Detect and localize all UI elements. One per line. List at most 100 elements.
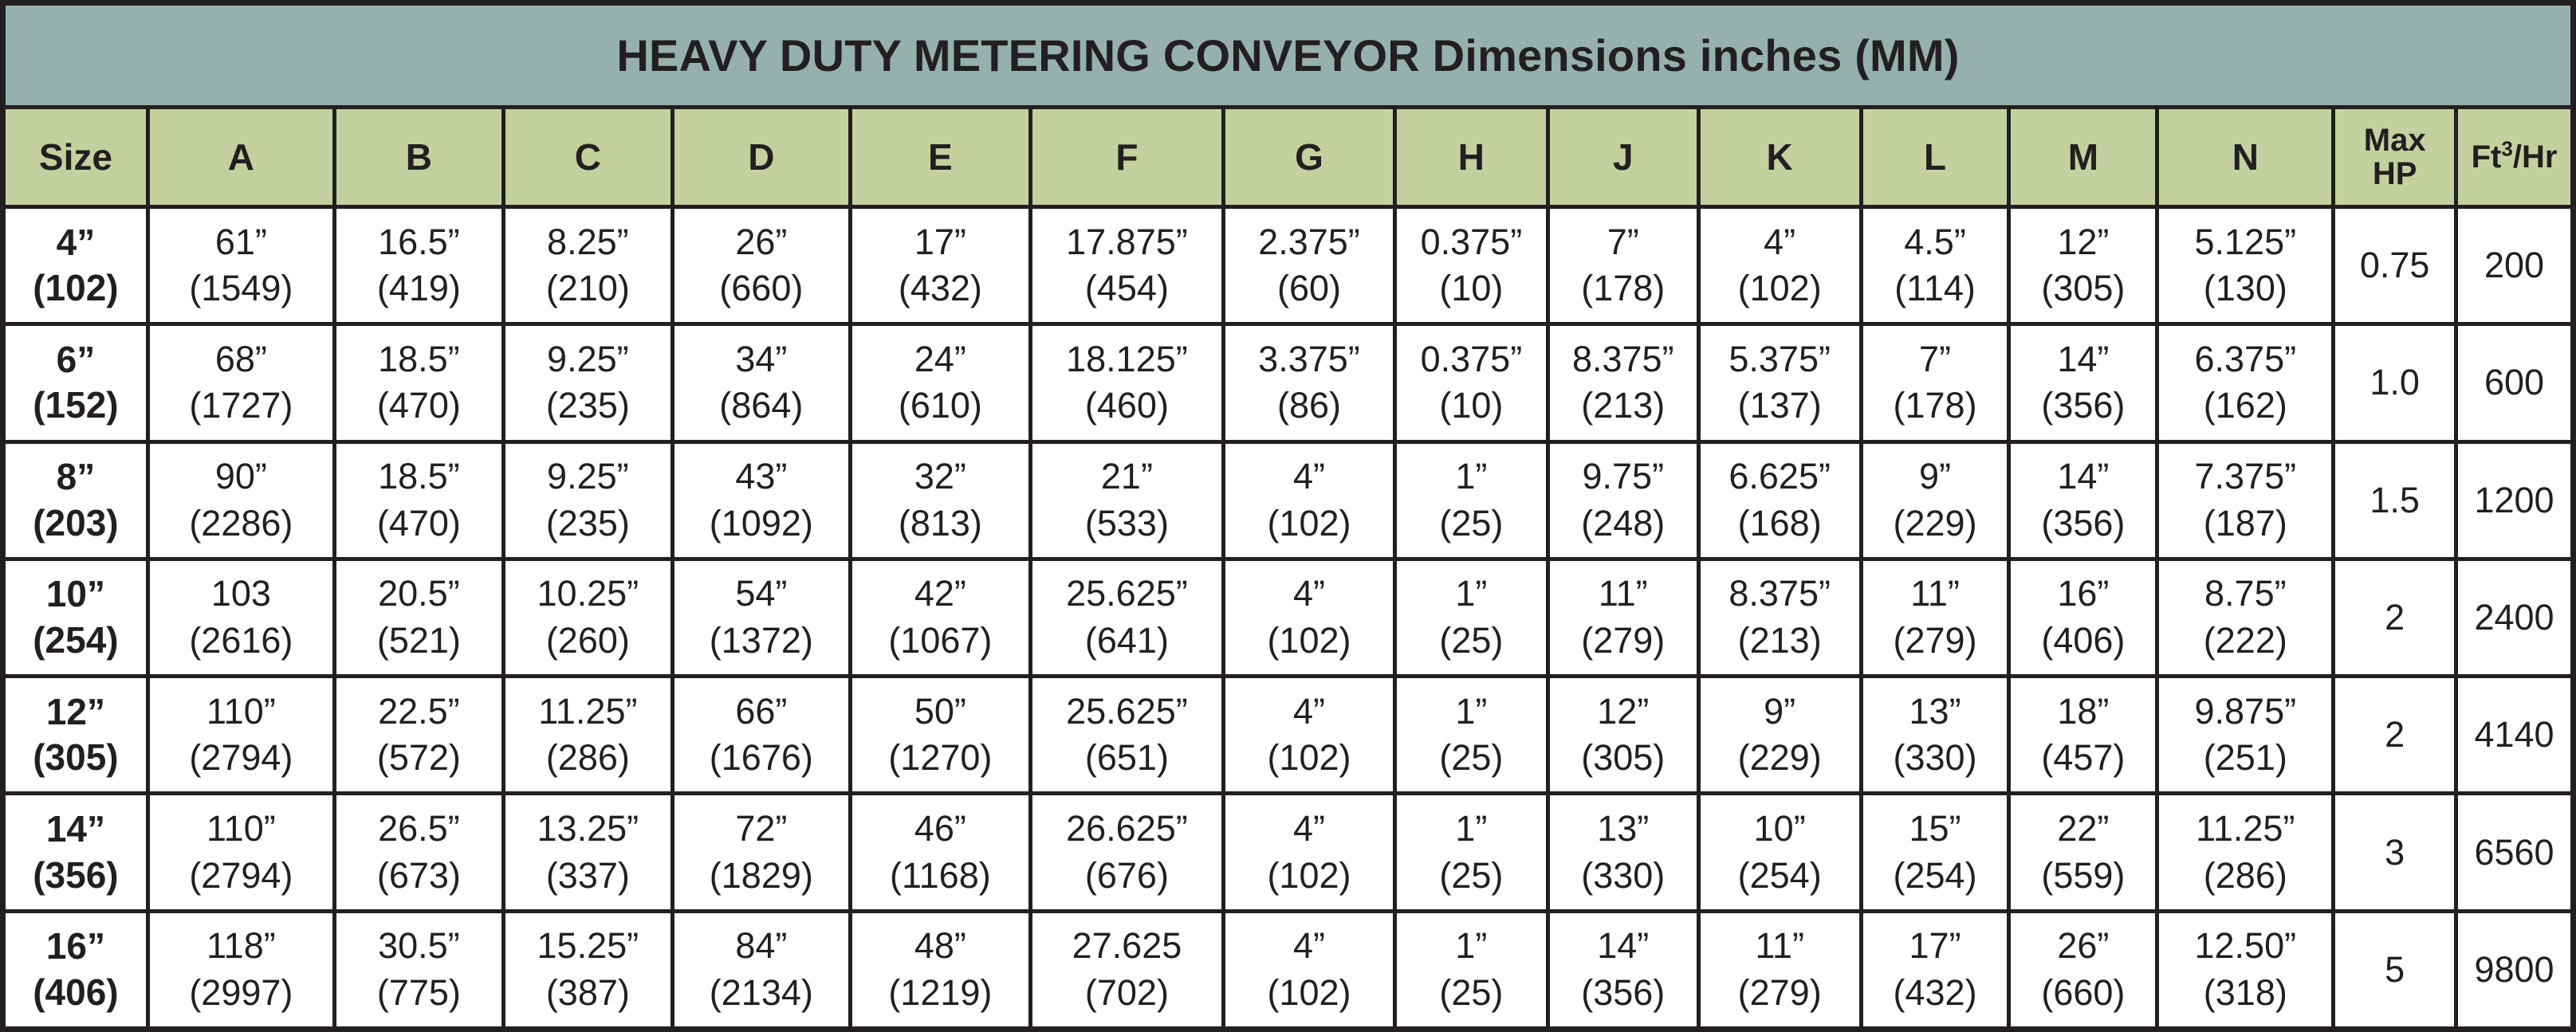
- size-mm: (254): [33, 618, 119, 661]
- dim-mm: (25): [1439, 502, 1504, 543]
- dim-cell-f: 18.125” (460): [1028, 322, 1225, 444]
- dim-mm: (137): [1737, 385, 1822, 426]
- dim-mm: (2794): [189, 737, 293, 779]
- dim-mm: (279): [1737, 971, 1822, 1013]
- dim-mm: (660): [2041, 971, 2126, 1013]
- dim-mm: (254): [1893, 854, 1977, 896]
- dim-inches: 12.50”: [2194, 925, 2297, 967]
- dim-mm: (432): [898, 268, 982, 309]
- dim-mm: (470): [376, 385, 461, 426]
- dim-mm: (1727): [189, 385, 293, 426]
- dim-inches: 18”: [2057, 690, 2110, 732]
- dim-cell-e: 17” (432): [848, 204, 1032, 327]
- dim-cell-j: 7” (178): [1545, 204, 1701, 327]
- dim-inches: 30.5”: [378, 925, 460, 967]
- dim-cell-c: 15.25” (387): [501, 908, 674, 1031]
- dim-mm: (286): [545, 737, 630, 779]
- dim-cell-d: 66” (1676): [670, 674, 852, 796]
- dim-cell-c: 8.25” (210): [501, 204, 674, 327]
- dim-cell-a: 103 (2616): [145, 556, 336, 679]
- dim-inches: 12”: [2057, 221, 2110, 262]
- dim-inches: 17”: [1909, 925, 1961, 967]
- dim-cell-g: 4” (102): [1221, 908, 1397, 1031]
- dim-mm: (60): [1276, 268, 1341, 309]
- header-flow-sup: 3: [2501, 136, 2513, 161]
- header-dim-f: F: [1028, 105, 1225, 209]
- dim-mm: (1372): [709, 619, 813, 661]
- dim-mm: (102): [1267, 619, 1351, 661]
- dim-inches: 4”: [1292, 573, 1325, 614]
- table-row: 6” (152) 68” (1727) 18.5” (470) 9.25” (235) 34” (…: [2, 322, 2574, 444]
- header-dim-m: M: [2007, 105, 2160, 209]
- dim-inches: 26”: [735, 221, 788, 262]
- dim-cell-k: 4” (102): [1696, 204, 1863, 327]
- dim-inches: 11.25”: [2196, 808, 2295, 850]
- dim-mm: (641): [1084, 619, 1169, 661]
- size-inches: 8”: [56, 456, 96, 498]
- size-mm: (203): [33, 501, 119, 543]
- dim-cell-l: 9” (229): [1858, 439, 2012, 561]
- dim-cell-n: 12.50” (318): [2155, 908, 2336, 1031]
- dim-inches: 11.25”: [538, 690, 638, 732]
- dim-cell-f: 25.625” (651): [1028, 674, 1225, 796]
- dim-mm: (25): [1439, 971, 1504, 1013]
- dim-inches: 8.25”: [547, 221, 629, 262]
- dim-inches: 16”: [2057, 573, 2110, 614]
- dim-mm: (651): [1084, 737, 1169, 779]
- dim-inches: 5.125”: [2194, 221, 2297, 262]
- dim-mm: (102): [1737, 268, 1822, 309]
- dim-cell-a: 61” (1549): [145, 204, 336, 327]
- max-hp-cell: 0.75: [2331, 204, 2459, 327]
- dim-mm: (2616): [189, 619, 293, 661]
- dim-inches: 22.5”: [378, 690, 460, 732]
- dim-mm: (114): [1894, 268, 1976, 309]
- dim-inches: 72”: [735, 808, 788, 850]
- dim-mm: (2134): [709, 971, 813, 1013]
- table-row: 16” (406) 118” (2997) 30.5” (775) 15.25” (387) 8…: [2, 908, 2574, 1031]
- dim-inches: 18.5”: [378, 338, 460, 379]
- dim-mm: (162): [2203, 385, 2287, 426]
- header-flow-suffix: /Hr: [2512, 139, 2558, 175]
- dim-cell-f: 27.625 (702): [1028, 908, 1225, 1031]
- dim-cell-b: 26.5” (673): [332, 791, 505, 913]
- dim-inches: 90”: [214, 456, 267, 497]
- dim-inches: 13.25”: [537, 808, 639, 850]
- dim-cell-g: 4” (102): [1221, 674, 1397, 796]
- dim-cell-h: 0.375” (10): [1392, 204, 1550, 327]
- dim-inches: 26.5”: [378, 808, 460, 850]
- dim-cell-m: 22” (559): [2007, 791, 2160, 913]
- dim-cell-g: 4” (102): [1221, 556, 1397, 679]
- dim-inches: 18.5”: [378, 456, 460, 497]
- dim-mm: (130): [2203, 268, 2287, 309]
- header-dim-l: L: [1858, 105, 2012, 209]
- dim-mm: (419): [376, 268, 461, 309]
- dim-inches: 6.375”: [2194, 338, 2297, 379]
- dim-cell-e: 32” (813): [848, 439, 1032, 561]
- dim-cell-k: 11” (279): [1696, 908, 1863, 1031]
- header-dim-h: H: [1392, 105, 1550, 209]
- dim-inches: 8.375”: [1571, 338, 1674, 379]
- dim-inches: 9”: [1764, 690, 1796, 732]
- dim-mm: (2286): [189, 502, 293, 543]
- header-dim-c: C: [501, 105, 674, 209]
- dim-inches: 9.25”: [547, 338, 629, 379]
- dim-cell-k: 6.625” (168): [1696, 439, 1863, 561]
- dim-mm: (222): [2203, 619, 2287, 661]
- dim-inches: 9.25”: [547, 456, 629, 497]
- dim-inches: 25.625”: [1066, 690, 1188, 732]
- dim-cell-a: 110” (2794): [145, 791, 336, 913]
- dim-mm: (254): [1737, 854, 1822, 896]
- dim-mm: (330): [1893, 737, 1977, 779]
- dim-mm: (387): [545, 971, 630, 1013]
- dim-mm: (102): [1267, 502, 1351, 543]
- dim-mm: (305): [1581, 737, 1666, 779]
- dim-inches: 118”: [206, 925, 276, 967]
- size-inches: 4”: [56, 221, 96, 263]
- header-dim-j: J: [1545, 105, 1701, 209]
- dim-inches: 5.375”: [1728, 338, 1831, 379]
- dim-mm: (775): [376, 971, 461, 1013]
- dim-cell-d: 72” (1829): [670, 791, 852, 913]
- size-cell: 8” (203): [2, 439, 150, 561]
- dim-inches: 32”: [914, 456, 966, 497]
- dim-inches: 7”: [1607, 221, 1639, 262]
